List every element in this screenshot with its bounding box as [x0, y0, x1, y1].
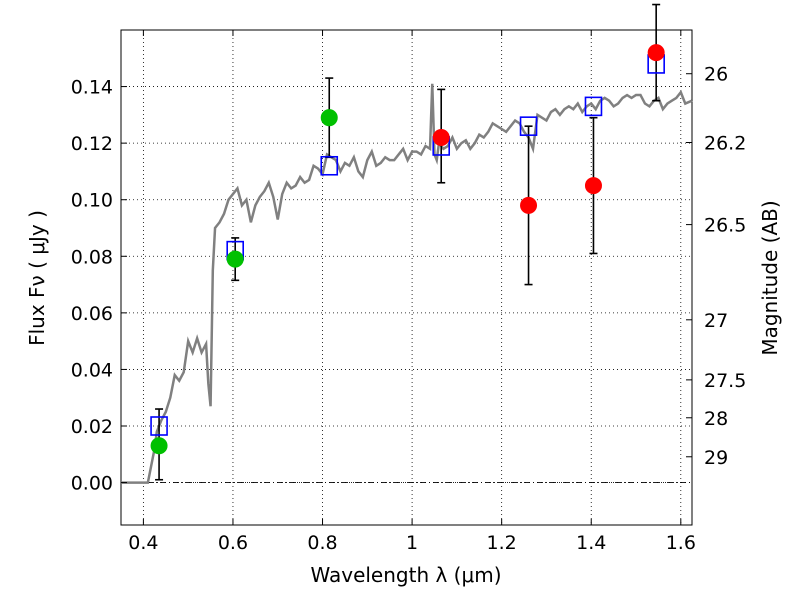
- model-square: [519, 116, 538, 136]
- y-tick-label: 0.08: [71, 246, 113, 268]
- x-tick-label: 0.4: [128, 532, 158, 554]
- y2-axis-label: Magnitude (AB): [758, 200, 782, 355]
- y2-tick-label: 26: [704, 64, 728, 86]
- y-tick-label: 0.06: [71, 303, 113, 325]
- y2-tick-label: 27: [704, 310, 728, 332]
- y2-tick-label: 26.5: [704, 215, 746, 237]
- spectrum-line: [121, 83, 693, 484]
- y2-ticks: 26 26.2 26.5 27 27.5 28 29: [686, 64, 746, 469]
- y2-tick-label: 27.5: [704, 370, 746, 392]
- red-data-point: [520, 196, 538, 214]
- y-tick-label: 0.12: [71, 133, 113, 155]
- y2-tick-label: 26.2: [704, 133, 746, 155]
- model-square: [320, 155, 339, 176]
- y-tick-label: 0.14: [71, 77, 113, 99]
- x-tick-label: 1: [406, 532, 418, 554]
- x-tick-label: 1.6: [666, 532, 696, 554]
- plot-area: [120, 29, 693, 526]
- x-axis-label: Wavelength λ (μm): [310, 563, 501, 587]
- green-data-point: [150, 437, 168, 455]
- y-tick-label: 0.04: [71, 359, 113, 381]
- model-square: [150, 416, 168, 436]
- x-tick-label: 0.6: [218, 532, 248, 554]
- y-tick-label: 0.02: [71, 416, 113, 438]
- green-data-point: [320, 109, 338, 127]
- model-square: [584, 96, 603, 117]
- x-ticks: 0.4 0.6 0.8 1 1.2 1.4 1.6: [128, 30, 696, 554]
- x-tick-label: 0.8: [307, 532, 337, 554]
- model-squares: [150, 54, 665, 436]
- red-data-point: [647, 44, 665, 62]
- y-tick-label: 0.00: [71, 473, 113, 495]
- red-data-point: [584, 177, 602, 195]
- red-data-point: [432, 128, 450, 146]
- y-tick-label: 0.10: [71, 190, 113, 212]
- grid: [121, 30, 692, 525]
- data-points: [150, 44, 665, 455]
- x-tick-label: 1.2: [487, 532, 517, 554]
- y-ticks: 0.00 0.02 0.04 0.06 0.08 0.10 0.12 0.14: [71, 77, 127, 495]
- y2-tick-label: 29: [704, 447, 728, 469]
- x-tick-label: 1.4: [576, 532, 606, 554]
- y2-tick-label: 28: [704, 408, 728, 430]
- y-axis-label: Flux Fν ( μJy ): [25, 210, 49, 346]
- green-data-point: [226, 250, 244, 268]
